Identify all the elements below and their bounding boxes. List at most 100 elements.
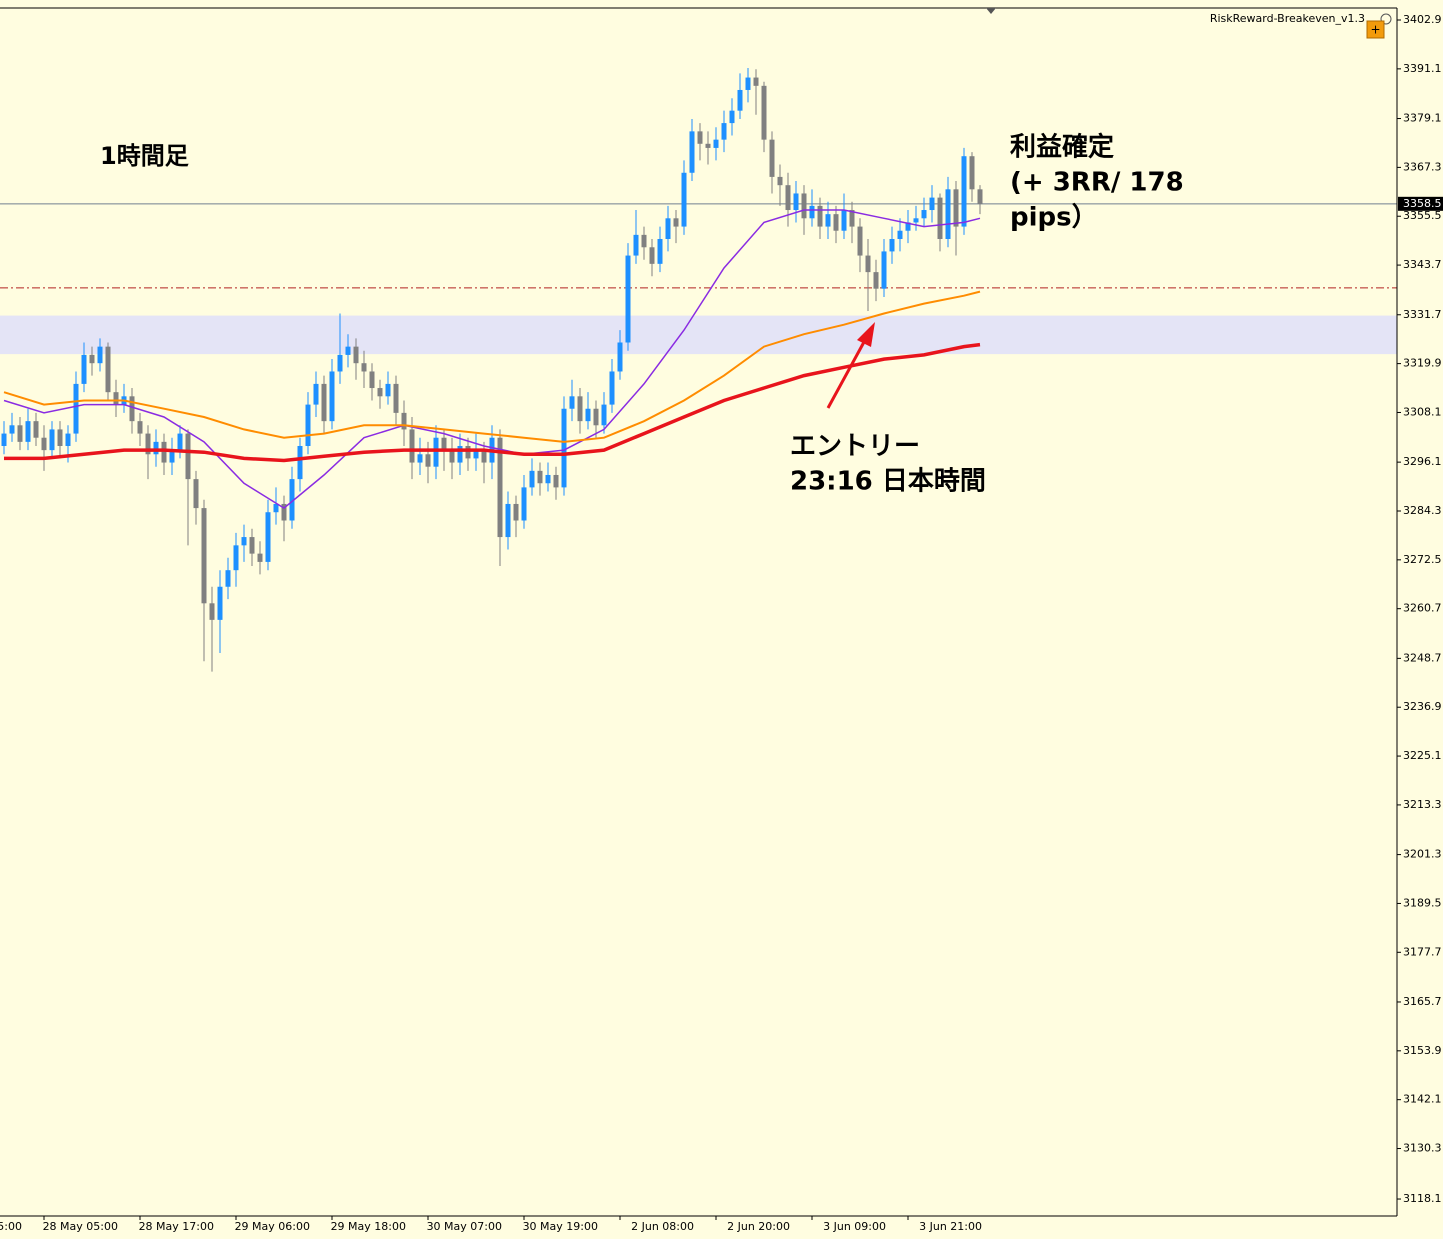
- y-tick-label: 3118.1: [1403, 1192, 1442, 1205]
- candle-body: [281, 503, 287, 521]
- candle-body: [449, 450, 455, 463]
- candle-body: [409, 429, 415, 463]
- x-tick-label: 2 Jun 08:00: [631, 1220, 694, 1233]
- add-button[interactable]: [1366, 20, 1385, 39]
- candle-body: [825, 214, 831, 227]
- y-tick-label: 3296.1: [1403, 455, 1442, 468]
- candle-body: [289, 479, 295, 521]
- candle-body: [529, 470, 535, 488]
- candle-body: [177, 433, 183, 451]
- candle-body: [961, 156, 967, 227]
- candle-body: [401, 412, 407, 430]
- candle-body: [225, 570, 231, 587]
- candle-body: [65, 433, 71, 446]
- candle-body: [161, 441, 167, 463]
- x-tick-label: 3 Jun 09:00: [823, 1220, 886, 1233]
- candle-body: [17, 425, 23, 442]
- candle-body: [9, 425, 15, 434]
- candle-body: [793, 193, 799, 211]
- x-tick-label: 5:00: [0, 1220, 22, 1233]
- candle-body: [953, 189, 959, 227]
- candle-body: [441, 437, 447, 451]
- candle-body: [745, 77, 751, 90]
- candle-body: [337, 354, 343, 372]
- candle-body: [145, 433, 151, 455]
- candle-body: [673, 218, 679, 227]
- x-tick-label: 29 May 18:00: [331, 1220, 406, 1233]
- candle-body: [817, 205, 823, 227]
- candle-body: [313, 383, 319, 405]
- candle-body: [233, 545, 239, 571]
- candle-body: [1, 433, 7, 446]
- candle-body: [921, 210, 927, 219]
- y-tick-label: 3165.7: [1403, 995, 1442, 1008]
- candle-body: [545, 474, 551, 484]
- candle-body: [785, 185, 791, 211]
- y-tick-label: 3402.9: [1403, 13, 1442, 26]
- y-tick-label: 3331.7: [1403, 308, 1442, 321]
- x-tick-label: 28 May 05:00: [43, 1220, 118, 1233]
- candle-body: [377, 388, 383, 397]
- candle-body: [945, 189, 951, 240]
- candle-body: [857, 226, 863, 256]
- candle-body: [473, 450, 479, 459]
- candle-body: [385, 383, 391, 397]
- y-tick-label: 3272.5: [1403, 553, 1442, 566]
- candle-body: [393, 383, 399, 413]
- candle-body: [769, 139, 775, 177]
- candle-body: [361, 363, 367, 372]
- candle-body: [625, 255, 631, 343]
- y-tick-label: 3284.3: [1403, 504, 1442, 517]
- entry-label: 23:16 日本時間: [790, 467, 986, 497]
- candle-body: [601, 404, 607, 426]
- candle-body: [841, 210, 847, 231]
- candle-body: [505, 503, 511, 538]
- candle-body: [153, 441, 159, 455]
- candle-body: [721, 123, 727, 140]
- timeframe-label: 1時間足: [100, 142, 189, 170]
- candle-body: [433, 437, 439, 467]
- entry-arrow: [826, 341, 866, 409]
- y-tick-label: 3142.1: [1403, 1093, 1442, 1106]
- candle-body: [801, 193, 807, 219]
- candle-body: [705, 143, 711, 148]
- candle-body: [521, 487, 527, 521]
- x-tick-label: 2 Jun 20:00: [727, 1220, 790, 1233]
- candle-body: [201, 508, 207, 604]
- candle-body: [41, 437, 47, 451]
- shift-marker: [986, 8, 996, 14]
- y-tick-label: 3213.3: [1403, 798, 1442, 811]
- candle-body: [305, 404, 311, 446]
- candle-body: [753, 77, 759, 86]
- zone: [0, 315, 1397, 355]
- candle-body: [345, 346, 351, 355]
- candle-body: [57, 429, 63, 446]
- y-tick-label: 3189.5: [1403, 896, 1442, 909]
- candle-body: [417, 454, 423, 463]
- candle-body: [369, 371, 375, 389]
- entry-arrow-head: [857, 322, 875, 347]
- candle-body: [129, 396, 135, 422]
- candle-body: [977, 189, 983, 204]
- candle-body: [353, 346, 359, 364]
- candle-body: [321, 383, 327, 422]
- add-button-icon[interactable]: +: [1370, 23, 1380, 37]
- candle-body: [249, 537, 255, 554]
- candle-body: [697, 131, 703, 144]
- x-tick-label: 29 May 06:00: [235, 1220, 310, 1233]
- candle-body: [713, 139, 719, 148]
- candle-body: [265, 512, 271, 562]
- x-tick-label: 30 May 19:00: [523, 1220, 598, 1233]
- y-tick-label: 3379.1: [1403, 112, 1442, 125]
- candle-body: [481, 450, 487, 463]
- candle-body: [937, 197, 943, 240]
- y-tick-label: 3248.7: [1403, 651, 1442, 664]
- moving-average: [3, 290, 981, 443]
- candle-body: [209, 603, 215, 620]
- y-tick-label: 3130.3: [1403, 1142, 1442, 1155]
- price-tag: [1398, 196, 1443, 211]
- y-tick-label: 3153.9: [1403, 1044, 1442, 1057]
- candle-body: [729, 110, 735, 124]
- candle-body: [537, 470, 543, 484]
- take-profit-label: pips）: [1010, 203, 1098, 233]
